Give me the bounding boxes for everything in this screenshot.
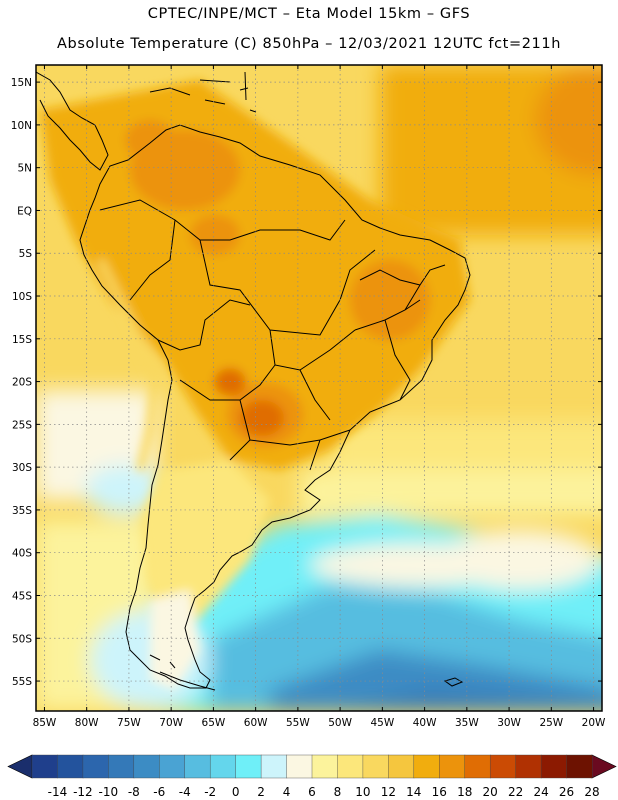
lat-tick-label: 5S bbox=[19, 248, 33, 260]
longitude-axis: 85W 80W 75W 70W 65W 60W 55W 50W 45W 40W 35W 30W 25W 2… bbox=[33, 65, 606, 729]
colorbar-tick-label: -14 bbox=[48, 785, 68, 799]
colorbar-tick-label: 14 bbox=[406, 785, 421, 799]
colorbar-swatch bbox=[515, 754, 542, 779]
colorbar-swatch bbox=[337, 754, 364, 779]
colorbar: -14 -12 -10 -8 -6 -4 -2 0 2 4 6 8 10 12 14 16 18 20 22 24 26… bbox=[7, 754, 617, 799]
colorbar-swatch bbox=[209, 754, 237, 779]
colorbar-tick-label: 0 bbox=[232, 785, 240, 799]
lon-tick-label: 45W bbox=[370, 717, 394, 729]
lon-tick-label: 60W bbox=[244, 717, 268, 729]
colorbar-tick-label: 26 bbox=[559, 785, 574, 799]
colorbar-swatch bbox=[464, 754, 491, 779]
lon-tick-label: 85W bbox=[33, 717, 57, 729]
lon-tick-label: 75W bbox=[117, 717, 141, 729]
lat-tick-label: 10S bbox=[12, 291, 32, 303]
colorbar-tick-label: 10 bbox=[355, 785, 370, 799]
colorbar-swatch bbox=[108, 754, 135, 779]
chart-title-line1: CPTEC/INPE/MCT – Eta Model 15km – GFS bbox=[147, 6, 471, 22]
lon-tick-label: 70W bbox=[159, 717, 183, 729]
lat-tick-label: 10N bbox=[11, 120, 32, 132]
colorbar-swatch bbox=[260, 754, 288, 779]
colorbar-tick-label: 8 bbox=[334, 785, 342, 799]
lat-tick-label: 55S bbox=[12, 676, 32, 688]
coastline-layer bbox=[36, 71, 471, 691]
colorbar-tick-label: -6 bbox=[153, 785, 165, 799]
lat-tick-label: 15N bbox=[11, 77, 32, 89]
tierra-del-fuego bbox=[149, 654, 216, 691]
colorbar-tick-label: 12 bbox=[381, 785, 396, 799]
colorbar-under-arrow bbox=[7, 754, 33, 779]
lon-tick-label: 65W bbox=[202, 717, 226, 729]
lon-tick-label: 20W bbox=[582, 717, 606, 729]
colorbar-swatch bbox=[311, 754, 338, 779]
colorbar-tick-label: 24 bbox=[533, 785, 548, 799]
lon-tick-label: 30W bbox=[497, 717, 521, 729]
lon-tick-label: 25W bbox=[539, 717, 563, 729]
colorbar-tick-label: -4 bbox=[179, 785, 191, 799]
colorbar-over-arrow bbox=[591, 754, 617, 779]
colorbar-tick-label: 22 bbox=[508, 785, 523, 799]
lat-tick-label: 40S bbox=[12, 548, 32, 560]
lat-tick-label: 5N bbox=[17, 163, 32, 175]
colorbar-swatch bbox=[362, 754, 389, 779]
colorbar-tick-label: -12 bbox=[73, 785, 93, 799]
colorbar-swatch bbox=[184, 754, 211, 779]
colorbar-tick-label: 16 bbox=[432, 785, 447, 799]
colorbar-tick-label: -10 bbox=[99, 785, 119, 799]
latitude-axis: 15N 10N 5N EQ 5S 10S 15S 20S 25S 30S 35S 40S 45S 50S 5… bbox=[11, 77, 602, 688]
colorbar-swatch bbox=[566, 754, 593, 779]
colorbar-swatch bbox=[489, 754, 517, 779]
lat-tick-label: 20S bbox=[12, 377, 32, 389]
colorbar-swatch bbox=[31, 754, 58, 779]
colorbar-tick-label: 20 bbox=[483, 785, 498, 799]
colorbar-tick-label: 6 bbox=[308, 785, 316, 799]
colorbar-swatch bbox=[388, 754, 415, 779]
chart-title-line2: Absolute Temperature (C) 850hPa – 12/03/… bbox=[57, 36, 561, 52]
lat-tick-label: 30S bbox=[12, 462, 32, 474]
country-borders bbox=[99, 199, 446, 471]
lat-tick-label: 25S bbox=[12, 419, 32, 431]
colorbar-swatch bbox=[413, 754, 440, 779]
colorbar-swatch bbox=[540, 754, 568, 779]
lat-tick-label: 50S bbox=[12, 633, 32, 645]
lat-tick-label: 15S bbox=[12, 334, 32, 346]
lon-tick-label: 35W bbox=[455, 717, 479, 729]
lat-tick-label: 45S bbox=[12, 590, 32, 602]
colorbar-tick-label: -8 bbox=[128, 785, 140, 799]
colorbar-tick-label: -2 bbox=[204, 785, 216, 799]
colorbar-swatch bbox=[57, 754, 84, 779]
colorbar-swatch bbox=[82, 754, 109, 779]
lat-tick-label: EQ bbox=[17, 205, 32, 217]
colorbar-tick-label: 2 bbox=[257, 785, 265, 799]
lon-tick-label: 50W bbox=[328, 717, 352, 729]
lon-tick-label: 40W bbox=[413, 717, 437, 729]
colorbar-tick-label: 18 bbox=[457, 785, 472, 799]
south-america-coastline bbox=[79, 124, 471, 689]
temperature-field bbox=[36, 65, 602, 711]
map-frame bbox=[35, 64, 603, 712]
colorbar-swatch bbox=[235, 754, 262, 779]
lon-tick-label: 55W bbox=[286, 717, 310, 729]
caribbean-islands bbox=[149, 71, 257, 113]
colorbar-swatch bbox=[133, 754, 160, 779]
colorbar-tick-label: 4 bbox=[283, 785, 291, 799]
lat-tick-label: 35S bbox=[12, 505, 32, 517]
colorbar-tick-label: 28 bbox=[584, 785, 599, 799]
colorbar-swatch bbox=[439, 754, 466, 779]
central-america-coastline bbox=[36, 71, 109, 171]
colorbar-swatch bbox=[159, 754, 186, 779]
lon-tick-label: 80W bbox=[75, 717, 99, 729]
falkland-islands bbox=[443, 677, 464, 687]
colorbar-swatch bbox=[286, 754, 313, 779]
